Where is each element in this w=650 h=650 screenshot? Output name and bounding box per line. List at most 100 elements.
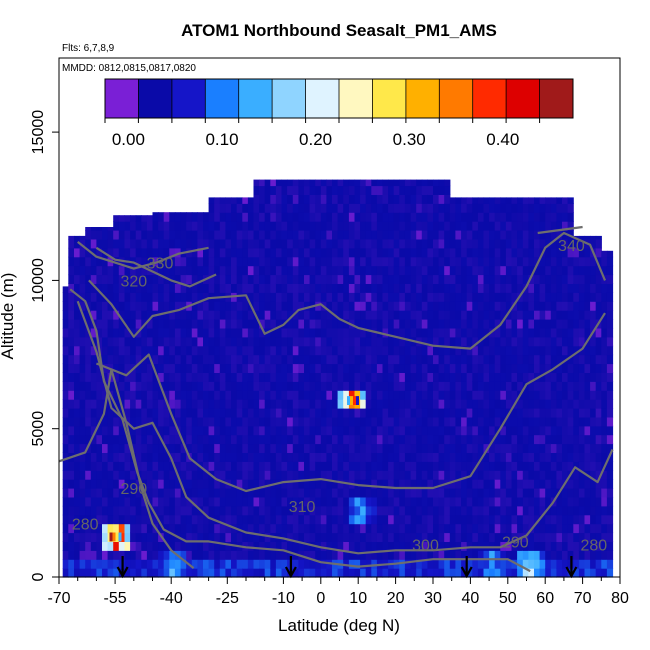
heatmap-cell xyxy=(79,363,86,373)
heatmap-cell xyxy=(472,559,479,569)
heatmap-cell xyxy=(281,327,288,338)
heatmap-cell xyxy=(112,532,116,542)
contour-label: 330 xyxy=(147,256,174,273)
heatmap-cell xyxy=(337,443,344,453)
heatmap-cell xyxy=(124,559,131,569)
heatmap-cell xyxy=(382,452,389,462)
heatmap-cell xyxy=(309,319,316,329)
heatmap-cell xyxy=(601,265,608,276)
heatmap-cell xyxy=(298,559,305,569)
heatmap-cell xyxy=(118,496,125,507)
heatmap-cell xyxy=(214,479,221,489)
heatmap-cell xyxy=(601,345,608,356)
heatmap-cell xyxy=(500,354,507,365)
heatmap-cell xyxy=(584,541,591,551)
heatmap-cell xyxy=(337,541,344,551)
heatmap-cell xyxy=(601,283,608,293)
heatmap-cell xyxy=(337,470,344,480)
heatmap-cell xyxy=(113,345,120,356)
colorbar-swatch xyxy=(472,79,507,118)
heatmap-cell xyxy=(365,541,372,551)
heatmap-cell xyxy=(534,488,541,498)
heatmap-cell xyxy=(130,479,137,489)
heatmap-cell xyxy=(444,514,451,525)
heatmap-cell xyxy=(382,247,389,258)
heatmap-cell xyxy=(410,399,417,409)
heatmap-cell xyxy=(382,265,389,276)
heatmap-cell xyxy=(253,416,260,427)
y-tick-label: 10000 xyxy=(30,258,47,303)
heatmap-cell xyxy=(62,408,69,418)
heatmap-cell xyxy=(253,559,260,569)
heatmap-cell xyxy=(444,568,451,578)
heatmap-cell xyxy=(461,514,468,525)
heatmap-cell xyxy=(225,532,232,542)
heatmap-cell xyxy=(601,250,608,258)
heatmap-cell xyxy=(281,390,288,400)
heatmap-cell xyxy=(517,256,524,267)
heatmap-cell xyxy=(500,221,507,231)
heatmap-cell xyxy=(500,345,507,356)
heatmap-cell xyxy=(231,310,238,320)
heatmap-cell xyxy=(489,532,496,542)
heatmap-cell xyxy=(573,399,580,409)
heatmap-cell xyxy=(236,452,243,462)
heatmap-cell xyxy=(483,212,490,222)
heatmap-cell xyxy=(534,336,541,347)
heatmap-cell xyxy=(74,488,81,498)
heatmap-cell xyxy=(225,247,232,258)
heatmap-cell xyxy=(545,230,552,240)
heatmap-cell xyxy=(85,381,92,391)
heatmap-cell xyxy=(360,532,367,542)
heatmap-cell xyxy=(550,568,557,578)
heatmap-cell xyxy=(494,363,501,373)
heatmap-cell xyxy=(85,247,92,258)
heatmap-cell xyxy=(326,345,333,356)
heatmap-cell xyxy=(163,212,170,222)
heatmap-cell xyxy=(247,212,255,222)
heatmap-cell xyxy=(315,425,322,436)
heatmap-cell xyxy=(494,452,501,462)
heatmap-cell xyxy=(550,452,557,462)
heatmap-cell xyxy=(208,443,215,453)
heatmap-cell xyxy=(214,372,221,382)
heatmap-cell xyxy=(438,550,445,560)
heatmap-cell xyxy=(449,514,456,525)
heatmap-cell xyxy=(197,230,204,240)
heatmap-cell xyxy=(219,319,226,329)
heatmap-cell xyxy=(376,354,384,365)
heatmap-cell xyxy=(90,488,97,498)
heatmap-cell xyxy=(517,568,524,578)
heatmap-cell xyxy=(124,310,131,320)
contour-line xyxy=(76,300,614,555)
heatmap-cell xyxy=(253,212,260,222)
heatmap-cell xyxy=(433,194,440,204)
heatmap-cell xyxy=(219,416,226,427)
heatmap-cell xyxy=(505,559,513,569)
heatmap-cell xyxy=(438,310,445,320)
heatmap-cell xyxy=(130,559,137,569)
heatmap-cell xyxy=(461,203,468,213)
colorbar-tick-label: 0.00 xyxy=(112,130,145,149)
heatmap-cell xyxy=(595,541,602,551)
heatmap-cell xyxy=(253,247,260,258)
heatmap-cell xyxy=(298,274,305,284)
heatmap-cell xyxy=(74,496,81,507)
heatmap-cell xyxy=(113,479,120,489)
heatmap-cell xyxy=(556,238,563,249)
heatmap-cell xyxy=(102,488,109,498)
heatmap-cell xyxy=(275,327,283,338)
heatmap-cell xyxy=(287,230,294,240)
heatmap-cell xyxy=(304,496,311,507)
heatmap-cell xyxy=(236,505,243,516)
heatmap-cell xyxy=(404,310,412,320)
heatmap-cell xyxy=(483,452,490,462)
heatmap-cell xyxy=(96,550,103,560)
heatmap-cell xyxy=(410,470,417,480)
heatmap-cell xyxy=(287,301,294,311)
heatmap-cell xyxy=(242,434,249,445)
heatmap-cell xyxy=(298,452,305,462)
heatmap-cell xyxy=(298,470,305,480)
heatmap-cell xyxy=(186,479,193,489)
heatmap-cell xyxy=(146,372,154,382)
